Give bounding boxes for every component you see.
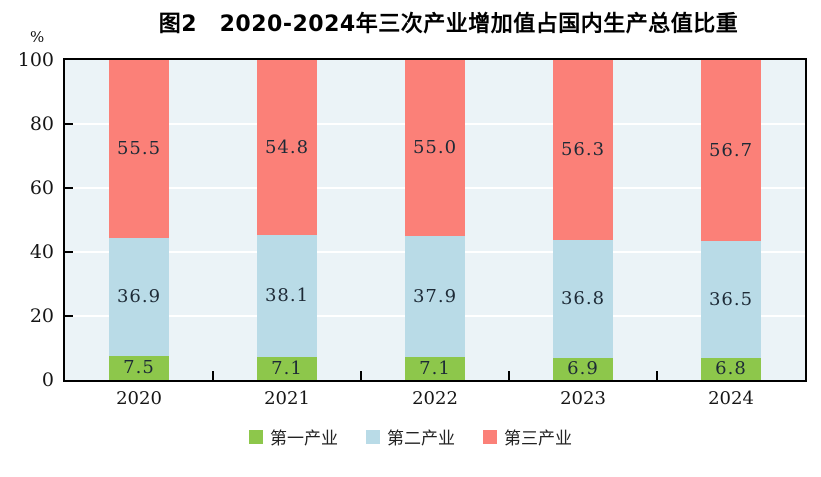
bar-value-label: 36.5	[708, 288, 754, 310]
bar-segment-第二产业-2023: 36.8	[553, 240, 613, 358]
bar-segment-第一产业-2021: 7.1	[257, 357, 317, 380]
y-axis-tick	[65, 187, 73, 189]
bar-segment-第一产业-2020: 7.5	[109, 356, 169, 380]
chart-title: 图2 2020-2024年三次产业增加值占国内生产总值比重	[158, 12, 739, 37]
y-tick-label-40: 40	[29, 241, 54, 263]
bar-segment-第一产业-2024: 6.8	[701, 358, 761, 380]
y-tick-label-100: 100	[17, 49, 54, 71]
x-tick-label-2021: 2021	[264, 388, 310, 409]
y-axis-tick	[65, 251, 73, 253]
x-axis-tick	[508, 371, 510, 380]
bar-segment-第二产业-2021: 38.1	[257, 235, 317, 358]
bar-value-label: 7.5	[123, 357, 155, 378]
bar-value-label: 55.0	[412, 137, 458, 158]
legend: 第一产业 第二产业 第三产业	[0, 424, 821, 449]
y-tick-label-60: 60	[29, 177, 54, 199]
bar-segment-第三产业-2023: 56.3	[553, 60, 613, 241]
bar-value-label: 36.8	[560, 288, 606, 310]
legend-swatch-icon	[249, 429, 263, 444]
x-tick-label-2024: 2024	[708, 388, 754, 409]
bar-value-label: 7.1	[419, 357, 451, 379]
bar-value-label: 36.9	[116, 285, 162, 307]
y-tick-label-80: 80	[29, 113, 54, 135]
y-axis-tick	[65, 315, 73, 317]
bar-segment-第二产业-2024: 36.5	[701, 241, 761, 359]
bar-segment-第三产业-2021: 54.8	[257, 60, 317, 236]
y-tick-label-0: 0	[41, 369, 54, 391]
legend-label: 第三产业	[504, 429, 572, 449]
x-tick-label-2023: 2023	[560, 388, 606, 409]
bar-segment-第三产业-2020: 55.5	[109, 60, 169, 238]
bar-value-label: 37.9	[412, 285, 458, 307]
y-axis-tick	[65, 123, 73, 125]
legend-swatch-icon	[366, 429, 380, 444]
bar-segment-第一产业-2022: 7.1	[405, 357, 465, 380]
bar-segment-第二产业-2022: 37.9	[405, 236, 465, 358]
bar-value-label: 38.1	[264, 285, 310, 307]
x-axis-tick	[360, 371, 362, 380]
bar-value-label: 56.7	[708, 139, 754, 161]
bar-value-label: 6.9	[567, 357, 599, 379]
x-tick-label-2022: 2022	[412, 388, 458, 409]
plot-area: 7.5 36.9 55.5 7.1 38.1 54.8 7.1 37.9 55.0 6.9 36.8…	[63, 58, 807, 382]
x-tick-label-2020: 2020	[116, 388, 162, 409]
bar-value-label: 55.5	[116, 138, 162, 160]
legend-swatch-icon	[483, 429, 497, 444]
bar-value-label: 56.3	[560, 139, 606, 161]
x-axis-tick	[212, 371, 214, 380]
x-axis-tick	[656, 371, 658, 380]
bar-segment-第二产业-2020: 36.9	[109, 237, 169, 356]
bar-value-label: 54.8	[264, 136, 310, 158]
legend-label: 第二产业	[387, 429, 455, 449]
legend-label: 第一产业	[270, 429, 338, 449]
bar-value-label: 7.1	[271, 357, 303, 379]
bar-segment-第三产业-2022: 55.0	[405, 60, 465, 236]
bar-segment-第三产业-2024: 56.7	[701, 60, 761, 242]
legend-item-第一产业: 第一产业	[249, 424, 338, 449]
y-tick-label-20: 20	[29, 305, 54, 327]
legend-item-第三产业: 第三产业	[483, 424, 572, 449]
bar-segment-第一产业-2023: 6.9	[553, 357, 613, 380]
bar-value-label: 6.8	[715, 358, 747, 380]
y-axis-unit-label: %	[30, 28, 45, 46]
legend-item-第二产业: 第二产业	[366, 424, 455, 449]
